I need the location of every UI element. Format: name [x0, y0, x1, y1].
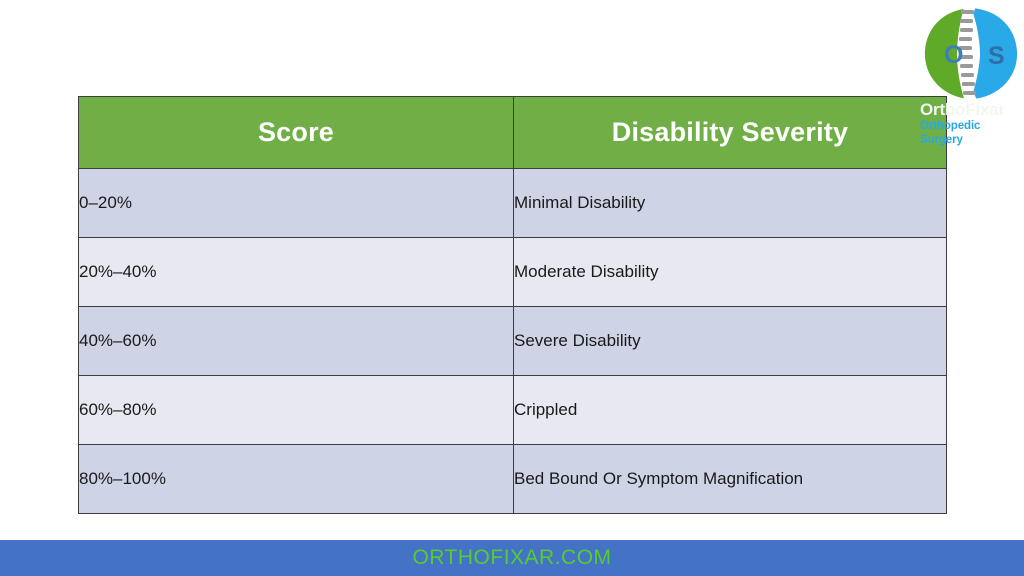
cell-severity: Crippled — [513, 375, 947, 445]
logo-wordmark: OrthoFixar Orthopedic Surgery — [920, 100, 1024, 147]
cell-severity: Severe Disability — [513, 306, 947, 376]
cell-score: 40%–60% — [78, 306, 514, 376]
orthofixar-logo: O S OrthoFixar Orthopedic Surgery — [918, 2, 1024, 154]
logo-leaf-left-letter: O — [944, 41, 963, 69]
cell-severity: Minimal Disability — [513, 168, 947, 238]
disability-score-table: Score Disability Severity 0–20% Minimal … — [78, 96, 947, 514]
cell-severity: Bed Bound Or Symptom Magnification — [513, 444, 947, 514]
logo-leaf-right-letter: S — [988, 42, 1005, 70]
footer-site-label: ORTHOFIXAR.COM — [412, 546, 612, 569]
cell-severity: Moderate Disability — [513, 237, 947, 307]
column-header-score: Score — [78, 96, 514, 169]
footer-band: ORTHOFIXAR.COM — [0, 540, 1024, 576]
cell-score: 80%–100% — [78, 444, 514, 514]
cell-score: 0–20% — [78, 168, 514, 238]
cell-score: 60%–80% — [78, 375, 514, 445]
cell-score: 20%–40% — [78, 237, 514, 307]
logo-leaves-spine-icon: O S — [924, 4, 1018, 104]
table-row: 60%–80% Crippled — [78, 375, 947, 445]
disability-score-table-container: Score Disability Severity 0–20% Minimal … — [78, 96, 947, 514]
logo-tagline: Orthopedic Surgery — [920, 120, 981, 146]
table-header-row: Score Disability Severity — [78, 96, 947, 169]
table-body: 0–20% Minimal Disability 20%–40% Moderat… — [78, 168, 947, 514]
table-row: 40%–60% Severe Disability — [78, 306, 947, 376]
table-row: 0–20% Minimal Disability — [78, 168, 947, 238]
table-row: 80%–100% Bed Bound Or Symptom Magnificat… — [78, 444, 947, 514]
logo-name: OrthoFixar — [920, 100, 1005, 119]
column-header-severity: Disability Severity — [513, 96, 947, 169]
table-header: Score Disability Severity — [78, 96, 947, 169]
table-row: 20%–40% Moderate Disability — [78, 237, 947, 307]
